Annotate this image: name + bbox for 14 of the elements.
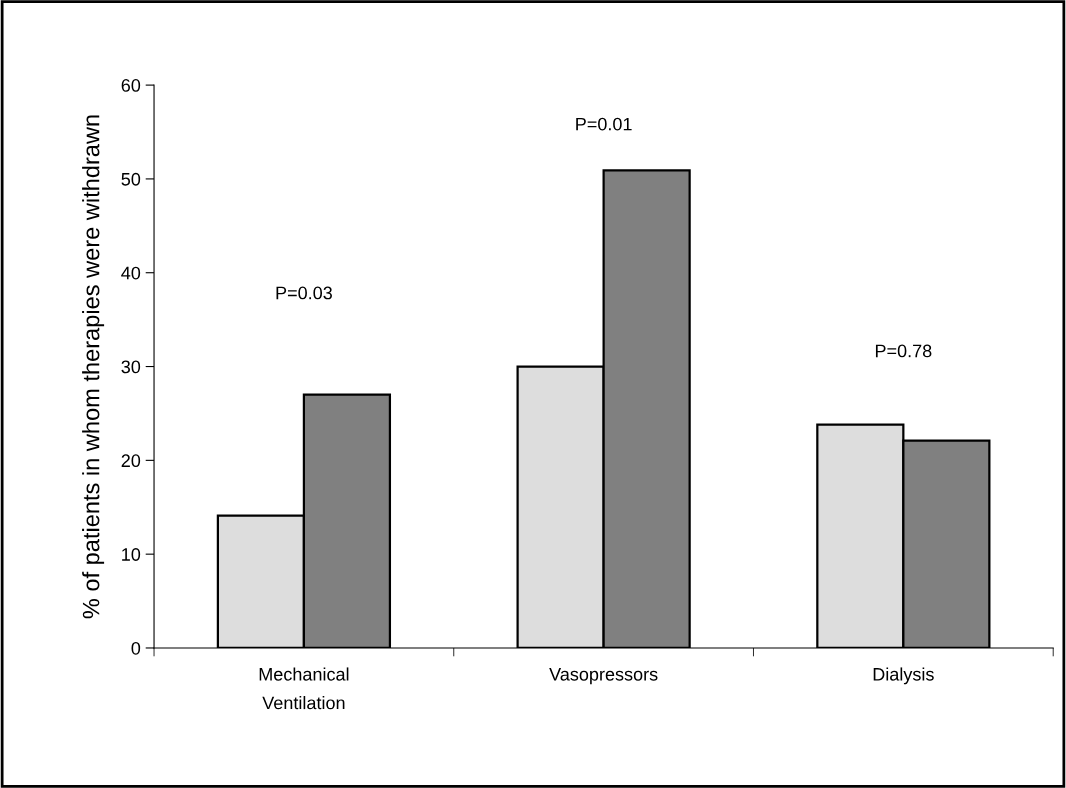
annotation: P=0.03 bbox=[276, 286, 332, 300]
y-tick-label: 40 bbox=[121, 266, 141, 280]
y-axis-title: % of patients in whom therapies were withdrawn bbox=[82, 115, 105, 619]
annotation: P=0.78 bbox=[875, 344, 932, 358]
y-tick-label: 50 bbox=[121, 172, 141, 186]
y-tick-label: 10 bbox=[122, 548, 141, 561]
x-tick-label: Mechanical Ventilation bbox=[259, 667, 349, 710]
y-tick-label: 30 bbox=[121, 360, 141, 374]
y-tick-label: 60 bbox=[121, 79, 141, 92]
x-tick-label: Dialysis bbox=[873, 667, 934, 685]
x-tick-label: Vasopressors bbox=[549, 668, 658, 685]
annotation: P=0.01 bbox=[576, 117, 632, 131]
y-tick-label: 20 bbox=[121, 454, 141, 468]
y-tick-label: 0 bbox=[131, 641, 141, 655]
